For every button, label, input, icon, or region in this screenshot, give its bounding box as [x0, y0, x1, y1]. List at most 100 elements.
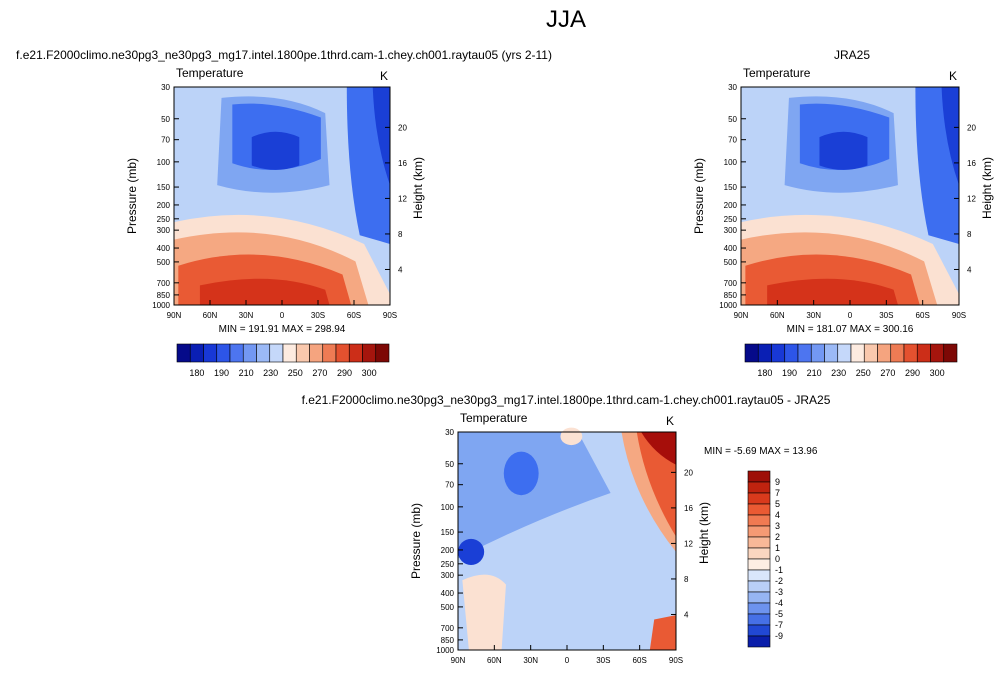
colorbar-label: 250	[856, 368, 871, 378]
colorbar: 180 190 210 230 250 270 290 300	[176, 343, 390, 378]
colorbar-label: 2	[775, 532, 780, 542]
ytick-label: 700	[157, 279, 171, 288]
xtick-label: 60S	[916, 311, 930, 320]
panel-right-label: K	[666, 414, 674, 428]
ytick-label: 300	[724, 226, 738, 235]
ytick-right-label: 12	[398, 194, 407, 203]
colorbar-swatch	[747, 580, 771, 593]
panel-left-label: Temperature	[460, 411, 528, 425]
colorbar-label: -1	[775, 565, 783, 575]
xtick-label: 30S	[596, 656, 610, 665]
colorbar-label: 190	[214, 368, 229, 378]
colorbar-swatch	[850, 343, 865, 363]
xtick-label: 60S	[633, 656, 647, 665]
ytick-label: 250	[724, 215, 738, 224]
ytick-label: 850	[724, 291, 738, 300]
xtick-label: 30S	[311, 311, 325, 320]
xtick-label: 90N	[451, 656, 466, 665]
colorbar-label: 3	[775, 521, 780, 531]
ylabel: Pressure (mb)	[409, 503, 423, 579]
polar-coldest-region	[941, 87, 959, 186]
colorbar-swatch	[747, 569, 771, 582]
colorbar-label: -5	[775, 609, 783, 619]
panel-diff: f.e21.F2000climo.ne30pg3_ne30pg3_mg17.in…	[302, 393, 831, 665]
colorbar-swatch	[757, 343, 772, 363]
colorbar: 180 190 210 230 250 270 290 300	[744, 343, 958, 378]
stats-label: MIN = 181.07 MAX = 300.16	[787, 324, 914, 335]
colorbar-swatch	[176, 343, 191, 363]
colorbar-swatch	[810, 343, 825, 363]
positive-pale-region	[462, 574, 506, 650]
xtick-label: 30N	[523, 656, 538, 665]
colorbar-swatch	[229, 343, 244, 363]
ytick-label: 200	[441, 546, 455, 555]
positive-max-region	[641, 432, 676, 465]
ytick-label: 70	[161, 136, 170, 145]
ytick-label: 700	[441, 624, 455, 633]
negative-min-region	[458, 538, 485, 565]
colorbar-swatch	[943, 343, 958, 363]
colorbar-label: 7	[775, 488, 780, 498]
colorbar-swatch	[269, 343, 284, 363]
colorbar-label: 0	[775, 554, 780, 564]
coldest-core-region	[251, 131, 300, 170]
ytick-label: 400	[157, 244, 171, 253]
colorbar-swatch	[744, 343, 759, 363]
colorbar-swatch	[747, 470, 771, 483]
colorbar-swatch	[747, 602, 771, 615]
ylabel-right: Height (km)	[697, 502, 711, 564]
ylabel: Pressure (mb)	[692, 158, 706, 234]
colorbar-swatch	[747, 492, 771, 505]
xtick-label: 0	[848, 311, 853, 320]
ytick-right-label: 16	[684, 504, 693, 513]
negative-region	[458, 432, 611, 559]
ytick-label: 500	[724, 258, 738, 267]
colorbar-label: 230	[831, 368, 846, 378]
ytick-label: 50	[445, 460, 454, 469]
xtick-label: 30N	[806, 311, 821, 320]
ylabel: Pressure (mb)	[125, 158, 139, 234]
polar-coldest-region	[372, 87, 390, 186]
xtick-label: 30S	[879, 311, 893, 320]
ytick-label: 850	[441, 636, 455, 645]
xtick-label: 0	[280, 311, 285, 320]
colorbar-label: 5	[775, 499, 780, 509]
colorbar-swatch	[295, 343, 310, 363]
stats-label: MIN = -5.69 MAX = 13.96	[704, 446, 818, 457]
colorbar-label: 9	[775, 477, 780, 487]
ytick-label: 250	[157, 215, 171, 224]
ytick-right-label: 12	[967, 194, 976, 203]
panel-left-label: Temperature	[743, 66, 811, 80]
colorbar-label: 300	[362, 368, 377, 378]
colorbar-swatch	[863, 343, 878, 363]
ytick-label: 1000	[719, 301, 737, 310]
ytick-right-label: 16	[398, 159, 407, 168]
ytick-right-label: 20	[684, 468, 693, 477]
ytick-label: 100	[724, 158, 738, 167]
ytick-label: 30	[161, 83, 170, 92]
stats-label: MIN = 191.91 MAX = 298.94	[219, 324, 346, 335]
colorbar-label: -9	[775, 631, 783, 641]
colorbar-swatch	[282, 343, 297, 363]
colorbar-swatch	[322, 343, 337, 363]
panel-left-label: Temperature	[176, 66, 244, 80]
ytick-label: 100	[157, 158, 171, 167]
page-title: JJA	[546, 6, 586, 33]
xtick-label: 60N	[203, 311, 218, 320]
ytick-label: 50	[728, 115, 737, 124]
ytick-label: 200	[724, 201, 738, 210]
panel-model: f.e21.F2000climo.ne30pg3_ne30pg3_mg17.in…	[16, 48, 552, 378]
colorbar-label: 270	[312, 368, 327, 378]
colorbar-label: -7	[775, 620, 783, 630]
panel-right-label: K	[949, 69, 957, 83]
colorbar-label: 250	[288, 368, 303, 378]
ytick-label: 400	[724, 244, 738, 253]
ytick-right-label: 8	[684, 575, 689, 584]
colorbar-swatch	[747, 525, 771, 538]
colorbar-swatch	[375, 343, 390, 363]
xtick-label: 90S	[383, 311, 397, 320]
ytick-label: 150	[157, 183, 171, 192]
